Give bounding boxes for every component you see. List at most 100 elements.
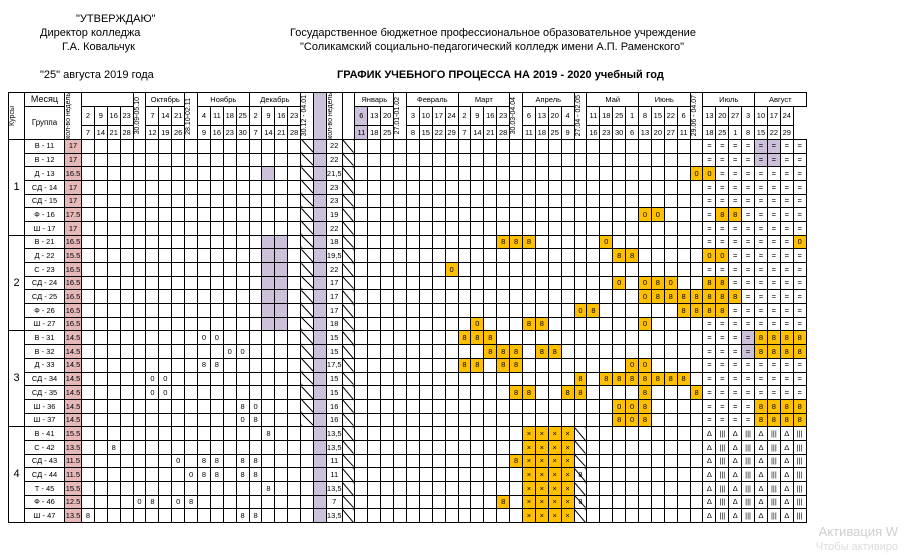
schedule-cell	[650, 398, 665, 414]
schedule-cell	[261, 220, 276, 236]
schedule-cell	[248, 248, 263, 264]
week-start: 6	[522, 105, 536, 127]
week-start: 3	[741, 105, 756, 127]
week-start: 23	[119, 105, 134, 127]
schedule-cell	[313, 481, 327, 496]
schedule-cell	[457, 371, 472, 387]
schedule-table: Курсы Месяц кол-во недель 30.09-05.10 Октябр…	[8, 92, 832, 524]
schedule-cell	[547, 316, 562, 332]
table-row: СД - 44 11.5 0 8 8 8 8 11 × × × × 8 Δ ||| Δ ||| Δ ||| Δ |||	[9, 467, 832, 483]
schedule-cell	[418, 371, 433, 387]
schedule-cell	[300, 371, 315, 387]
table-row: СД - 25 16.5 17 0 8 8 8 8 8 8 8 = = = = =	[9, 289, 832, 305]
schedule-cell	[145, 481, 160, 496]
group-weeks: 14.5	[64, 330, 82, 346]
schedule-cell	[171, 344, 186, 359]
schedule-cell	[248, 494, 263, 510]
schedule-cell	[625, 193, 640, 209]
schedule-cell	[689, 234, 704, 250]
schedule-cell: Δ	[728, 494, 743, 510]
schedule-cell	[663, 481, 678, 496]
schedule-cell	[650, 330, 665, 346]
schedule-cell	[367, 426, 382, 441]
schedule-cell	[248, 193, 263, 209]
schedule-cell	[625, 316, 640, 332]
schedule-cell	[354, 344, 369, 359]
schedule-cell	[287, 371, 302, 387]
schedule-cell	[483, 138, 498, 154]
schedule-cell: 8	[248, 412, 263, 428]
schedule-cell	[145, 275, 160, 291]
schedule-cell	[145, 330, 160, 346]
schedule-cell	[431, 467, 446, 483]
schedule-cell: =	[754, 316, 768, 332]
schedule-cell: =	[792, 289, 807, 305]
schedule-cell	[106, 303, 121, 318]
schedule-cell	[393, 193, 407, 209]
schedule-cell	[106, 193, 121, 209]
schedule-cell	[209, 207, 224, 222]
schedule-cell	[431, 207, 446, 222]
schedule-cell	[145, 316, 160, 332]
schedule-cell	[313, 426, 327, 441]
schedule-cell	[625, 275, 640, 291]
schedule-cell	[380, 166, 395, 181]
transition-cell: 30.09-05.10	[132, 92, 147, 140]
schedule-cell	[171, 138, 186, 154]
schedule-cell	[300, 138, 315, 154]
schedule-cell	[586, 398, 601, 414]
schedule-cell	[261, 508, 276, 524]
week-start: 20	[715, 105, 730, 127]
schedule-cell	[106, 289, 121, 305]
schedule-cell: ×	[547, 508, 562, 524]
month-cell: Ноябрь	[197, 92, 250, 107]
schedule-cell	[235, 220, 250, 236]
schedule-cell	[573, 220, 588, 236]
week-end: 21	[274, 125, 289, 140]
schedule-cell: 8	[766, 412, 781, 428]
schedule-cell	[405, 344, 420, 359]
schedule-cell	[119, 330, 134, 346]
schedule-cell: 0	[638, 275, 652, 291]
schedule-cell	[300, 439, 315, 455]
schedule-cell	[132, 275, 147, 291]
schedule-cell	[354, 152, 369, 168]
schedule-cell: 0	[235, 412, 250, 428]
schedule-cell: =	[702, 398, 717, 414]
schedule-cell: =	[779, 207, 794, 222]
schedule-cell	[483, 166, 498, 181]
schedule-cell: 8	[586, 303, 601, 318]
schedule-cell	[209, 385, 224, 400]
schedule-cell	[431, 508, 446, 524]
schedule-cell: 0	[612, 398, 627, 414]
schedule-cell	[676, 494, 691, 510]
transition-label: 27.04 - 02.05	[574, 95, 582, 137]
schedule-cell	[197, 248, 211, 264]
schedule-cell	[405, 262, 420, 277]
schedule-cell	[380, 207, 395, 222]
schedule-cell: ×	[534, 481, 549, 496]
schedule-cell	[638, 344, 652, 359]
schedule-cell	[132, 220, 147, 236]
schedule-cell	[184, 207, 199, 222]
schedule-cell: |||	[715, 439, 730, 455]
schedule-cell	[158, 193, 173, 209]
schedule-cell: =	[766, 152, 781, 168]
schedule-cell	[209, 303, 224, 318]
schedule-cell	[676, 426, 691, 441]
schedule-cell	[586, 152, 601, 168]
schedule-cell: =	[766, 220, 781, 236]
transition-label: 28.10-02.11	[185, 97, 193, 135]
schedule-cell	[431, 275, 446, 291]
schedule-cell	[560, 207, 575, 222]
schedule-cell: =	[715, 385, 730, 400]
schedule-cell	[106, 371, 121, 387]
schedule-cell: =	[792, 303, 807, 318]
schedule-cell	[534, 152, 549, 168]
schedule-cell	[341, 166, 356, 181]
schedule-cell	[650, 179, 665, 195]
schedule-cell: =	[715, 357, 730, 373]
schedule-cell	[93, 453, 108, 469]
schedule-cell	[470, 494, 485, 510]
schedule-cell	[573, 234, 588, 250]
